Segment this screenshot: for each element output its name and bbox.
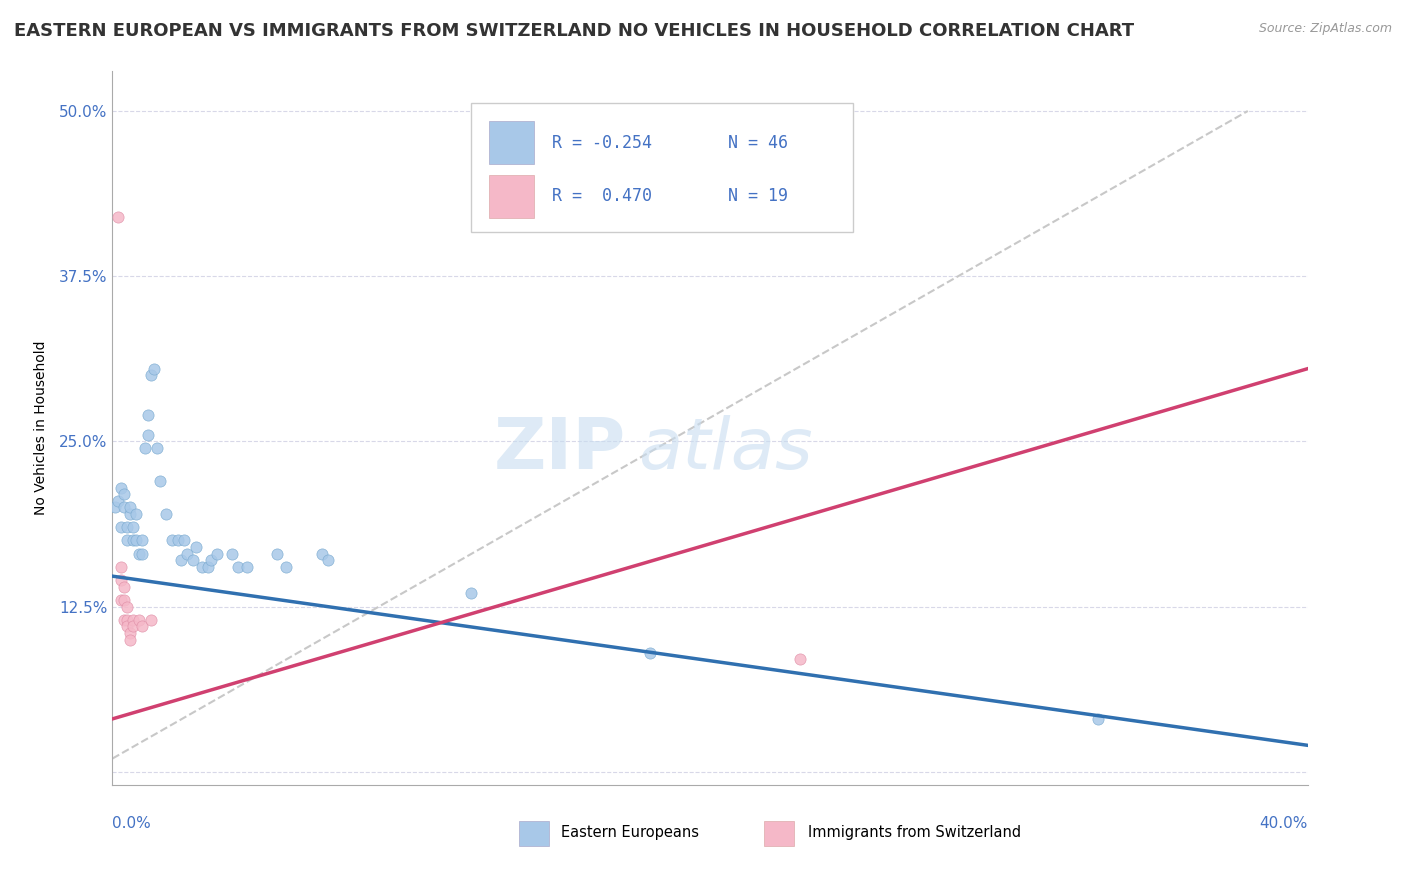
Point [117, 533, 139, 548]
Point [173, 533, 195, 548]
Point [197, 560, 219, 574]
Point [134, 441, 156, 455]
Point [114, 487, 135, 501]
Point [191, 560, 214, 574]
Text: N = 19: N = 19 [728, 187, 787, 205]
FancyBboxPatch shape [489, 175, 534, 218]
Point [176, 547, 198, 561]
Point [104, 500, 127, 515]
Point [114, 580, 135, 594]
Text: atlas: atlas [638, 415, 813, 484]
Point [200, 553, 222, 567]
Point [117, 520, 139, 534]
Point [316, 553, 339, 567]
Point [186, 540, 208, 554]
Point [266, 547, 288, 561]
Text: N = 46: N = 46 [728, 134, 787, 152]
Point [114, 593, 135, 607]
Text: 40.0%: 40.0% [1260, 816, 1308, 830]
Point [640, 646, 662, 660]
Point [149, 474, 172, 488]
Point [114, 613, 135, 627]
Point [120, 626, 142, 640]
Point [181, 553, 204, 567]
Point [107, 493, 129, 508]
Point [122, 613, 145, 627]
Text: EASTERN EUROPEAN VS IMMIGRANTS FROM SWITZERLAND NO VEHICLES IN HOUSEHOLD CORRELA: EASTERN EUROPEAN VS IMMIGRANTS FROM SWIT… [14, 22, 1135, 40]
Point [128, 613, 150, 627]
Point [162, 533, 183, 548]
FancyBboxPatch shape [763, 821, 794, 846]
Point [221, 547, 243, 561]
Text: R = -0.254: R = -0.254 [553, 134, 652, 152]
Point [120, 500, 142, 515]
Point [120, 632, 142, 647]
Point [110, 481, 132, 495]
Point [107, 210, 129, 224]
Point [131, 619, 153, 633]
Point [120, 507, 142, 521]
Point [117, 599, 139, 614]
Point [143, 361, 166, 376]
Point [146, 441, 169, 455]
Point [110, 593, 132, 607]
Point [141, 368, 163, 383]
Point [155, 507, 177, 521]
Point [117, 613, 139, 627]
Point [122, 533, 145, 548]
Point [460, 586, 482, 600]
Point [125, 533, 148, 548]
FancyBboxPatch shape [519, 821, 548, 846]
Text: ZIP: ZIP [494, 415, 627, 484]
Y-axis label: No Vehicles in Household: No Vehicles in Household [34, 341, 48, 516]
Point [274, 560, 297, 574]
Point [138, 408, 160, 422]
Point [110, 520, 132, 534]
Point [117, 619, 139, 633]
Point [311, 547, 333, 561]
Text: R =  0.470: R = 0.470 [553, 187, 652, 205]
Point [236, 560, 259, 574]
Point [669, 196, 692, 211]
Point [226, 560, 249, 574]
Text: 0.0%: 0.0% [112, 816, 152, 830]
Text: Source: ZipAtlas.com: Source: ZipAtlas.com [1258, 22, 1392, 36]
Point [110, 560, 132, 574]
Point [789, 652, 811, 666]
Point [138, 427, 160, 442]
Point [110, 573, 132, 587]
Point [125, 507, 148, 521]
Text: Immigrants from Switzerland: Immigrants from Switzerland [808, 825, 1021, 840]
Point [128, 547, 150, 561]
Point [1087, 712, 1109, 726]
Point [114, 500, 135, 515]
Point [167, 533, 190, 548]
Point [131, 547, 153, 561]
Point [170, 553, 193, 567]
Point [122, 520, 145, 534]
Point [131, 533, 153, 548]
Point [205, 547, 228, 561]
Point [141, 613, 163, 627]
FancyBboxPatch shape [489, 121, 534, 164]
FancyBboxPatch shape [471, 103, 853, 232]
Point [122, 619, 145, 633]
Text: Eastern Europeans: Eastern Europeans [561, 825, 699, 840]
